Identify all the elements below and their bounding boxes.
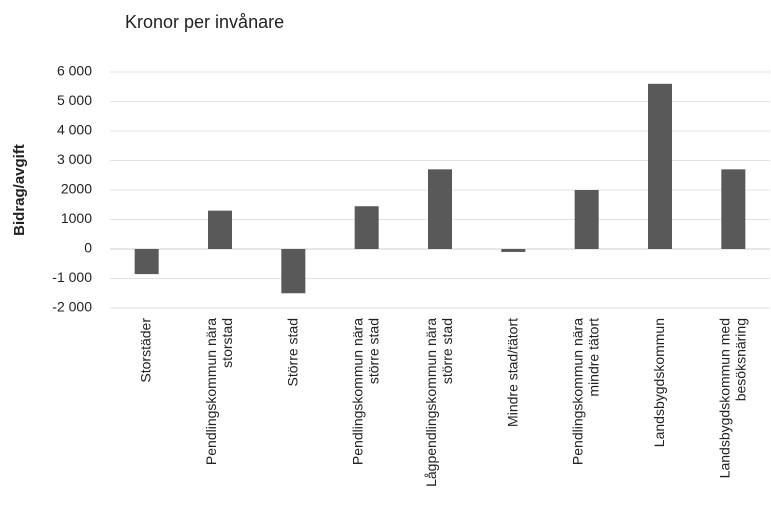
y-tick-label: -2 000 xyxy=(52,299,92,315)
x-tick-label: Storstäder xyxy=(137,318,153,383)
bar xyxy=(501,249,526,252)
y-tick-label: 2000 xyxy=(61,181,92,197)
bar xyxy=(721,169,746,249)
bar xyxy=(574,190,599,249)
x-tick-label: Större stad xyxy=(284,318,300,386)
x-tick-label: Lågpendlingskommun närastörre stad xyxy=(423,318,455,487)
x-tick-label: Landsbygdskommun xyxy=(651,318,667,447)
y-tick-label: 6 000 xyxy=(57,63,92,79)
bar xyxy=(281,249,306,294)
bar xyxy=(648,83,672,249)
x-tick-label: Landsbygdskommun medbesöksnäring xyxy=(716,318,748,478)
bar xyxy=(134,249,159,275)
y-tick-label: 1000 xyxy=(61,210,92,226)
bar xyxy=(428,169,452,249)
x-tick-label: Pendlingskommun näramindre tätort xyxy=(569,318,601,465)
y-tick-label: 4 000 xyxy=(57,122,92,138)
y-tick-label: -1 000 xyxy=(52,269,92,285)
y-axis-label: Bidrag/avgift xyxy=(11,144,28,236)
bar xyxy=(354,206,379,249)
y-tick-label: 0 xyxy=(84,240,92,256)
x-tick-label: Mindre stad/tätort xyxy=(504,318,520,427)
chart-title: Kronor per invånare xyxy=(125,12,284,32)
x-tick-label: Pendlingskommun närastörre stad xyxy=(349,318,381,465)
bar xyxy=(208,210,232,249)
x-tick-label: Pendlingskommun närastorstad xyxy=(203,318,235,465)
y-tick-label: 3 000 xyxy=(57,151,92,167)
y-tick-label: 5 000 xyxy=(57,92,92,108)
